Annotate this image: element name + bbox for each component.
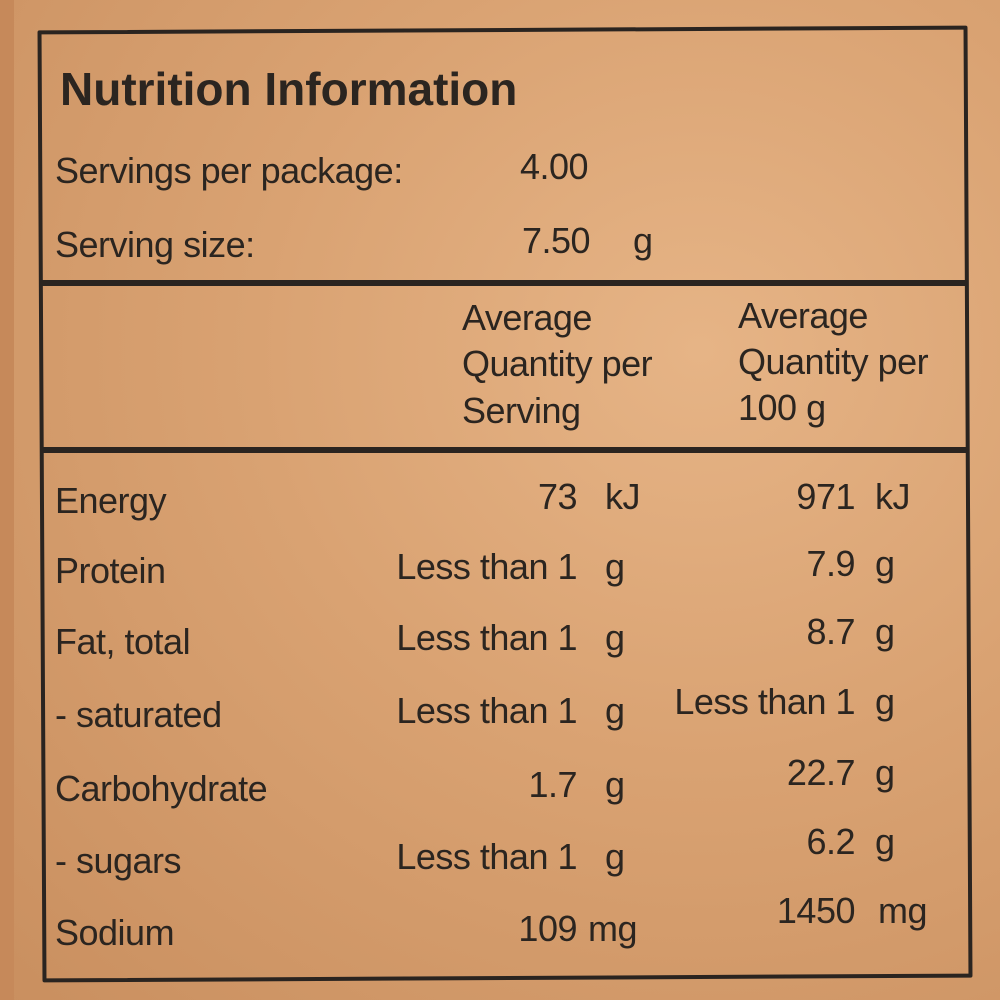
nutrient-name: Sodium <box>55 912 175 953</box>
serving-size-label: Serving size: <box>55 224 255 265</box>
per100-value: 22.7 <box>786 752 856 793</box>
serving-unit: g <box>605 617 625 658</box>
header-line: Serving <box>462 390 581 431</box>
serving-value: Less than 1 <box>396 546 577 587</box>
header-line: Average <box>462 297 592 338</box>
serving-unit: g <box>605 546 625 587</box>
serving-value: Less than 1 <box>396 690 577 731</box>
divider <box>40 280 966 286</box>
serving-value: 73 <box>537 476 578 517</box>
per100-value: 6.2 <box>806 821 855 862</box>
serving-unit: kJ <box>605 476 641 517</box>
per100-unit: mg <box>878 890 928 931</box>
nutrient-name: Fat, total <box>55 621 191 662</box>
nutrient-name: Energy <box>55 480 167 521</box>
per100-value: 8.7 <box>806 611 855 652</box>
nutrient-name: - sugars <box>55 840 182 881</box>
serving-value: Less than 1 <box>396 617 577 658</box>
servings-value: 4.00 <box>520 146 589 187</box>
per100-unit: g <box>875 611 895 652</box>
per100-value: 7.9 <box>806 543 855 584</box>
serving-value: 109 <box>518 908 577 949</box>
panel-title: Nutrition Information <box>60 63 518 115</box>
header-line: Average <box>738 295 868 336</box>
per100-unit: g <box>875 821 895 862</box>
nutrient-name: - saturated <box>55 694 222 735</box>
per100-value: Less than 1 <box>674 681 855 722</box>
serving-unit: mg <box>588 908 638 949</box>
per100-unit: g <box>875 681 895 722</box>
nutrient-name: Carbohydrate <box>55 768 268 809</box>
serving-value: 1.7 <box>528 764 577 805</box>
servings-label: Servings per package: <box>55 150 403 191</box>
header-line: Quantity per <box>738 341 929 382</box>
per100-unit: kJ <box>875 476 911 517</box>
header-line: 100 g <box>738 387 826 428</box>
per100-value: 971 <box>796 476 855 517</box>
header-line: Quantity per <box>462 343 653 384</box>
serving-size-value: 7.50 <box>522 220 591 261</box>
package-edge <box>0 0 14 1000</box>
serving-unit: g <box>605 764 625 805</box>
serving-size-unit: g <box>633 220 653 261</box>
nutrient-name: Protein <box>55 550 166 591</box>
per100-unit: g <box>875 752 895 793</box>
per100-value: 1450 <box>776 890 856 931</box>
serving-value: Less than 1 <box>396 836 577 877</box>
divider <box>40 447 966 453</box>
serving-unit: g <box>605 690 625 731</box>
serving-unit: g <box>605 836 625 877</box>
per100-unit: g <box>875 543 895 584</box>
